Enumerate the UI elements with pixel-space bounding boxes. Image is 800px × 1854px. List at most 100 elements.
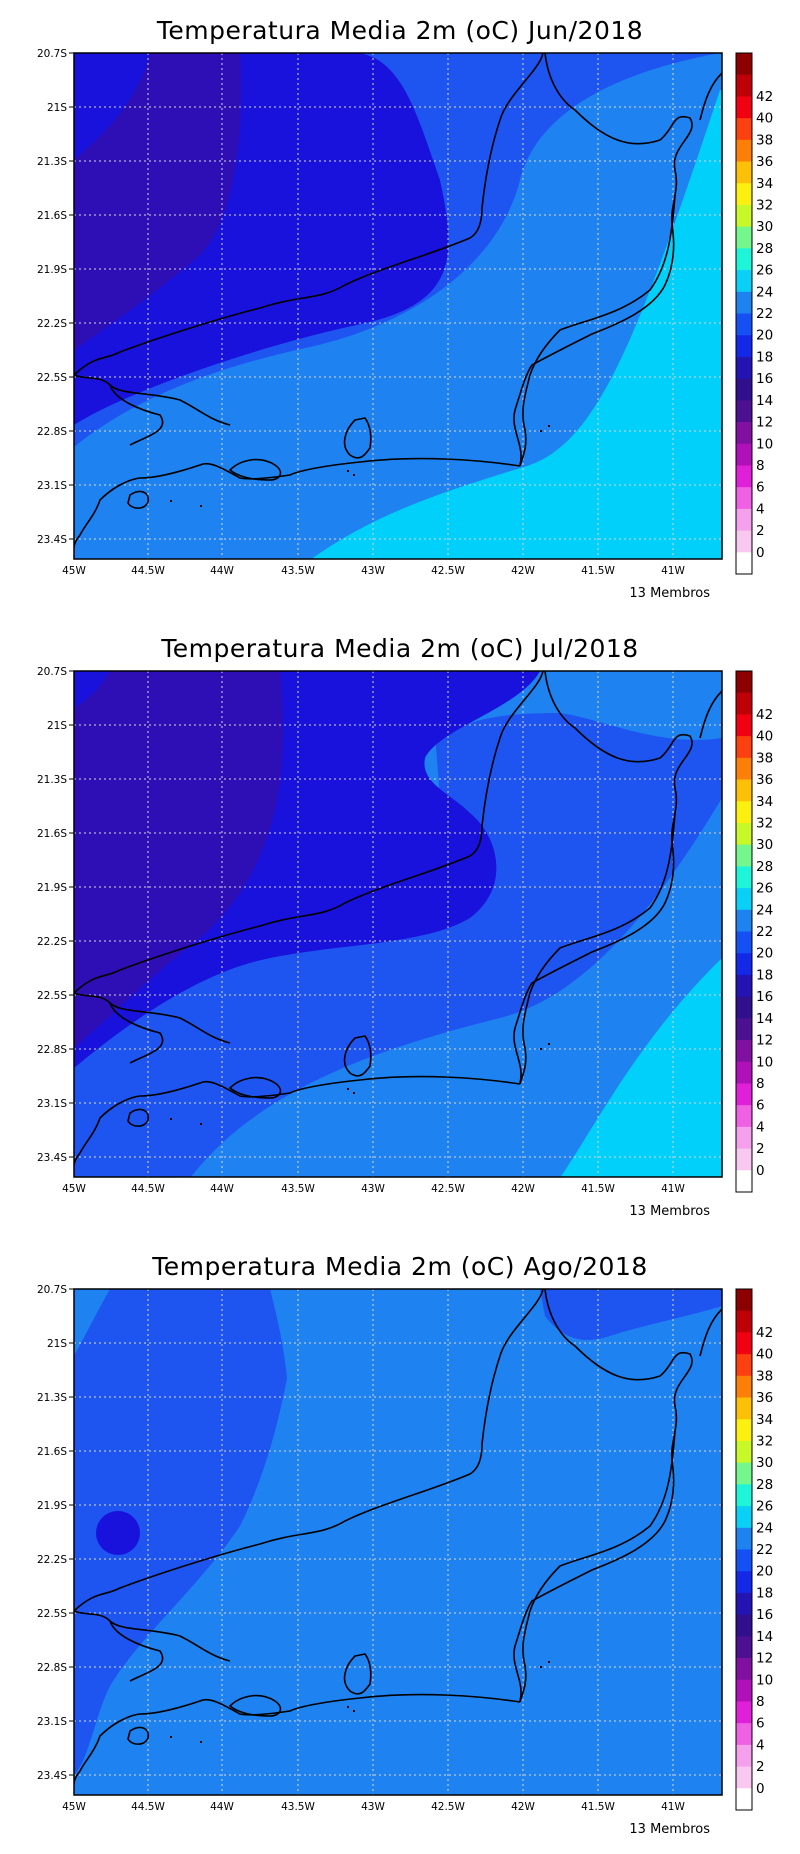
y-tick-label: 20.7S xyxy=(37,1284,67,1296)
colorbar-swatch xyxy=(736,736,752,759)
colorbar-label: 28 xyxy=(756,859,773,875)
temperature-map-ago: 20.7S 21S 21.3S 21.6S 21.9S 22.2S 22.5S … xyxy=(37,1284,773,1813)
colorbar-label: 34 xyxy=(756,794,773,810)
colorbar-label: 24 xyxy=(756,902,773,918)
colorbar-label: 22 xyxy=(756,1542,773,1558)
colorbar-swatch xyxy=(736,1170,752,1193)
colorbar-label: 18 xyxy=(756,967,773,983)
y-tick-label: 21.3S xyxy=(37,1392,67,1404)
colorbar-label: 34 xyxy=(756,1412,773,1428)
colorbar-label: 8 xyxy=(756,1694,765,1710)
y-tick-label: 22.2S xyxy=(37,318,67,330)
colorbar-swatch xyxy=(736,1375,752,1399)
map-frame xyxy=(73,52,723,560)
colorbar-swatch xyxy=(736,1571,752,1594)
colorbar-swatch xyxy=(736,909,752,932)
colorbar-label: 10 xyxy=(756,1054,773,1070)
islands xyxy=(170,1661,550,1743)
members-label: 13 Membros xyxy=(629,1204,710,1219)
colorbar-swatch xyxy=(736,1289,752,1312)
x-tick-label: 44W xyxy=(210,1801,234,1813)
state-boundaries xyxy=(74,53,722,466)
colorbar-label: 16 xyxy=(756,1607,773,1623)
x-tick-label: 41W xyxy=(661,1801,685,1813)
map-title: Temperatura Media 2m (oC) Jun/2018 xyxy=(156,16,644,45)
colorbar-swatch xyxy=(736,1148,752,1171)
islands xyxy=(170,425,550,507)
colorbar-swatch xyxy=(736,844,752,867)
grid-lines xyxy=(74,1289,722,1795)
colorbar-label: 30 xyxy=(756,219,773,235)
colorbar-swatch xyxy=(736,1105,752,1128)
temperature-fields xyxy=(74,671,722,1177)
colorbar-swatch xyxy=(736,953,752,976)
latitude-ticks xyxy=(69,670,74,1158)
x-tick-label: 43W xyxy=(361,1801,385,1813)
colorbar-swatch xyxy=(736,422,752,445)
colorbar-label: 14 xyxy=(756,1011,773,1027)
colorbar-label: 14 xyxy=(756,1629,773,1645)
colorbar-label: 24 xyxy=(756,284,773,300)
colorbar-label: 34 xyxy=(756,176,773,192)
colorbar-swatch xyxy=(736,508,752,532)
colorbar-swatch xyxy=(736,1592,752,1616)
y-tick-label: 23.4S xyxy=(37,1770,67,1782)
colorbar-swatch xyxy=(736,1766,752,1789)
y-tick-label: 22.5S xyxy=(37,372,67,384)
latitude-ticks xyxy=(69,52,74,540)
colorbar-label: 40 xyxy=(756,111,773,127)
colorbar-label: 22 xyxy=(756,924,773,940)
field-14-band xyxy=(74,671,284,1048)
colorbar-label: 6 xyxy=(756,480,765,496)
field-22-band xyxy=(311,90,722,559)
colorbar-label: 36 xyxy=(756,772,773,788)
x-tick-label: 41.5W xyxy=(581,1801,615,1813)
colorbar-swatch xyxy=(736,530,752,553)
y-tick-label: 21.6S xyxy=(37,1446,67,1458)
colorbar-swatch xyxy=(736,1701,752,1724)
colorbar-label: 30 xyxy=(756,837,773,853)
colorbar-label: 38 xyxy=(756,1368,773,1384)
x-tick-label: 42.5W xyxy=(431,1801,465,1813)
colorbar-label: 22 xyxy=(756,306,773,322)
colorbar-swatch xyxy=(736,183,752,206)
colorbar-label: 4 xyxy=(756,1119,765,1135)
latitude-labels: 20.7S 21S 21.3S 21.6S 21.9S 22.2S 22.5S … xyxy=(37,48,67,546)
colorbar-swatch xyxy=(736,1549,752,1572)
y-tick-label: 21S xyxy=(47,1338,67,1350)
colorbar-swatch xyxy=(736,378,752,401)
colorbar-label: 0 xyxy=(756,1163,765,1179)
field-16-band-nw xyxy=(74,671,110,708)
colorbar-label: 10 xyxy=(756,436,773,452)
temperature-map-jul: 20.7S 21S 21.3S 21.6S 21.9S 22.2S 22.5S … xyxy=(37,666,773,1195)
y-tick-label: 22.5S xyxy=(37,990,67,1002)
y-tick-label: 21.9S xyxy=(37,264,67,276)
colorbar-swatch xyxy=(736,1310,752,1333)
colorbar-label: 6 xyxy=(756,1098,765,1114)
x-tick-label: 44.5W xyxy=(131,1183,165,1195)
colorbar-label: 20 xyxy=(756,328,773,344)
grid-lines xyxy=(74,671,722,1177)
x-tick-label: 44.5W xyxy=(131,1801,165,1813)
colorbar-label: 0 xyxy=(756,1781,765,1797)
field-20-band xyxy=(74,53,722,559)
colorbar-swatch xyxy=(736,1397,752,1420)
colorbar-swatch xyxy=(736,248,752,271)
colorbar-swatch xyxy=(736,226,752,249)
y-tick-label: 21.9S xyxy=(37,1500,67,1512)
colorbar-swatch xyxy=(736,671,752,694)
field-20-band-central xyxy=(74,1289,550,1795)
members-label: 13 Membros xyxy=(629,586,710,601)
colorbar-label: 10 xyxy=(756,1672,773,1688)
colorbar-label: 12 xyxy=(756,1033,773,1049)
colorbar-swatch xyxy=(736,1040,752,1063)
y-tick-label: 22.5S xyxy=(37,1608,67,1620)
colorbar-label: 36 xyxy=(756,154,773,170)
colorbar-swatch xyxy=(736,801,752,824)
colorbar-swatch xyxy=(736,996,752,1019)
x-tick-label: 44W xyxy=(210,1183,234,1195)
colorbar-swatch xyxy=(736,96,752,119)
field-14-band xyxy=(74,53,242,350)
